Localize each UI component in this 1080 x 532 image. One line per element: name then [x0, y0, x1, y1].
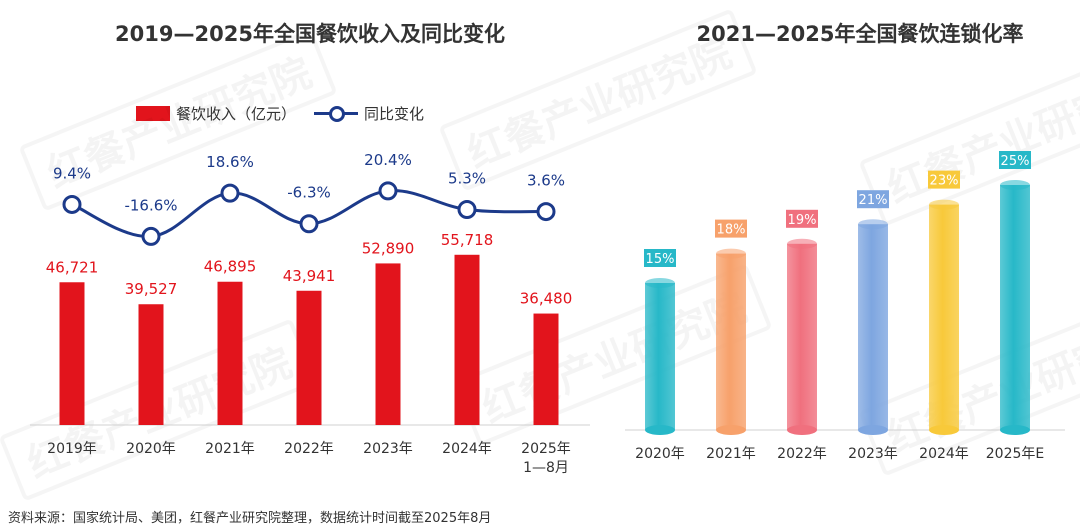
revenue-bar-1 [138, 304, 164, 425]
chain-rate-label-1: 18% [717, 223, 746, 238]
left-x-tick-3: 2022年 [284, 441, 334, 457]
right-chart-title: 2021—2025年全国餐饮连锁化率 [696, 22, 1024, 46]
chain-rate-bar-base-0 [645, 425, 675, 435]
chain-rate-bar-base-5 [1000, 425, 1030, 435]
chain-rate-bar-base-1 [716, 425, 746, 435]
revenue-label-3: 43,941 [283, 267, 336, 285]
yoy-label-4: 20.4% [364, 151, 412, 169]
left-x-tick-1: 2020年 [126, 441, 176, 457]
left-x-tick-5: 2024年 [442, 441, 492, 457]
left-x-tick-4: 2023年 [363, 441, 413, 457]
chain-rate-bar-3 [858, 224, 888, 430]
chain-rate-label-box-5 [999, 151, 1031, 169]
chain-rate-bar-top-4 [929, 199, 959, 210]
chain-rate-bar-4 [929, 204, 959, 430]
chain-rate-bar-2 [787, 243, 817, 430]
left-chart-legend: 餐饮收入（亿元） 同比变化 [136, 101, 424, 125]
revenue-label-5: 55,718 [441, 231, 494, 249]
right-x-tick-4: 2024年 [919, 446, 969, 462]
legend-line-swatch [314, 105, 359, 122]
chain-rate-bar-top-0 [645, 278, 675, 288]
yoy-label-0: 9.4% [53, 164, 91, 182]
chain-rate-label-0: 15% [646, 252, 675, 267]
revenue-label-1: 39,527 [125, 280, 178, 298]
chain-rate-label-5: 25% [1001, 154, 1030, 169]
legend-bar-swatch [136, 105, 170, 121]
yoy-point-1 [141, 226, 161, 246]
right-x-tick-5: 2025年E [986, 446, 1044, 462]
chain-rate-bar-5 [1000, 185, 1030, 430]
revenue-label-2: 46,895 [204, 258, 257, 276]
chain-rate-bar-top-5 [1000, 180, 1030, 190]
left-x-tick-2: 2021年 [205, 441, 255, 457]
yoy-point-6 [536, 202, 556, 222]
revenue-bar-4 [375, 263, 401, 425]
revenue-bar-3 [296, 290, 322, 425]
revenue-bar-0 [59, 282, 85, 425]
left-chart-title: 2019—2025年全国餐饮收入及同比变化 [115, 22, 505, 46]
chain-rate-bar-1 [716, 253, 746, 430]
chain-rate-label-2: 19% [788, 213, 817, 228]
legend-bar-label: 餐饮收入（亿元） [176, 104, 297, 123]
right-x-tick-1: 2021年 [706, 446, 756, 462]
chain-rate-label-box-0 [644, 249, 676, 267]
legend-line-label: 同比变化 [364, 104, 425, 123]
chain-rate-bar-base-4 [929, 425, 959, 435]
revenue-bar-5 [454, 254, 480, 425]
yoy-point-4 [378, 181, 398, 201]
yoy-point-2 [220, 183, 240, 203]
yoy-label-2: 18.6% [206, 153, 254, 171]
source-note: 资料来源：国家统计局、美团，红餐产业研究院整理，数据统计时间截至2025年8月 [8, 511, 492, 526]
chain-rate-bar-base-2 [787, 425, 817, 435]
yoy-label-3: -6.3% [287, 184, 331, 202]
yoy-point-5 [457, 199, 477, 219]
revenue-label-6: 36,480 [520, 290, 573, 308]
chain-rate-bar-base-3 [858, 425, 888, 435]
yoy-label-6: 3.6% [527, 172, 565, 190]
revenue-label-0: 46,721 [46, 258, 99, 276]
chain-rate-label-box-1 [715, 219, 747, 238]
yoy-point-0 [62, 194, 82, 214]
revenue-bar-6 [533, 313, 559, 425]
right-x-tick-0: 2020年 [635, 446, 685, 462]
right-x-tick-3: 2023年 [848, 446, 898, 462]
yoy-point-3 [299, 214, 319, 234]
left-x-tick-0: 2019年 [47, 441, 97, 457]
left-x-tick-6: 2025年 [521, 441, 571, 457]
revenue-label-4: 52,890 [362, 239, 415, 257]
right-x-tick-2: 2022年 [777, 446, 827, 462]
yoy-label-5: 5.3% [448, 169, 486, 187]
chain-rate-label-3: 21% [859, 193, 888, 208]
chain-rate-label-box-4 [928, 170, 960, 189]
chain-rate-bar-top-1 [716, 248, 746, 259]
chain-rate-label-box-3 [857, 190, 889, 209]
chain-rate-bar-top-2 [787, 238, 817, 249]
chain-rate-bar-top-3 [858, 219, 888, 230]
chain-rate-label-box-2 [786, 209, 818, 228]
revenue-bar-2 [217, 281, 243, 425]
chain-rate-label-4: 23% [930, 174, 959, 189]
left-x-tick-6-line2: 1—8月 [523, 460, 569, 476]
yoy-label-1: -16.6% [124, 196, 177, 214]
chain-rate-bar-0 [645, 283, 675, 430]
